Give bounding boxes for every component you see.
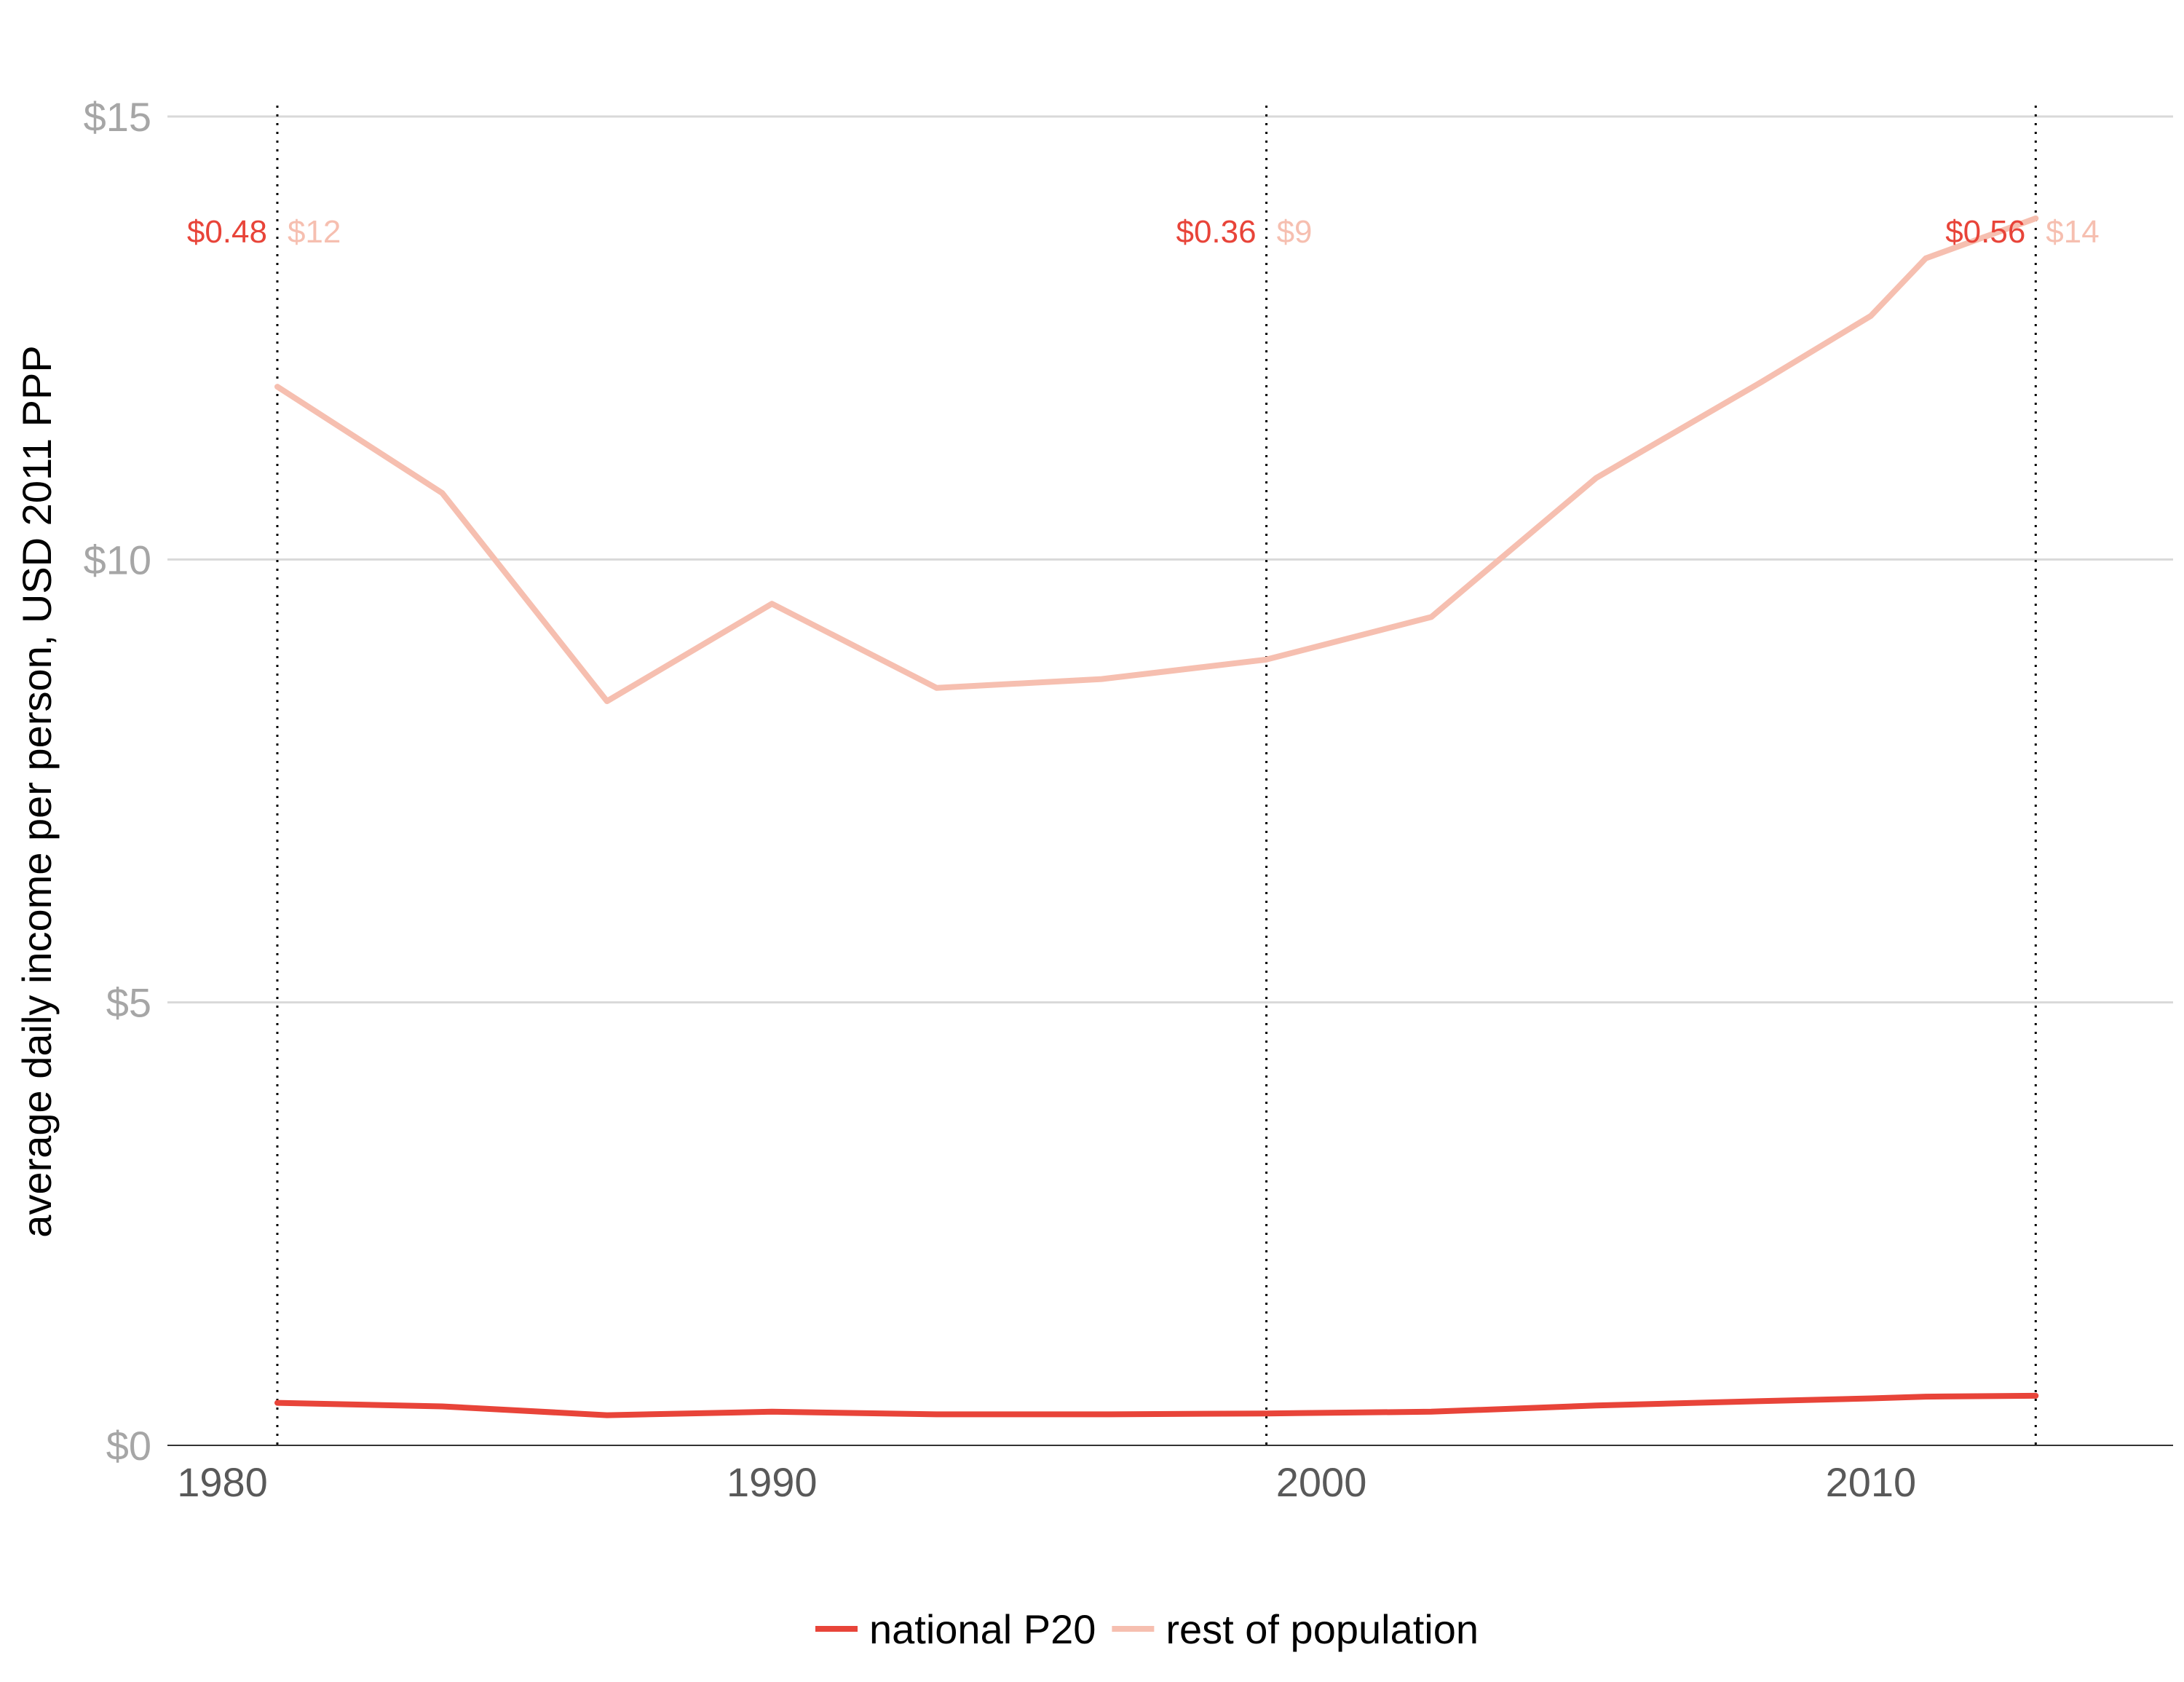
y-axis-ticks: $0 $5 $10 $15: [84, 94, 151, 1469]
reference-lines: [276, 106, 2037, 1445]
y-tick-label: $15: [84, 94, 151, 140]
annotation-rest-value: $9: [1277, 214, 1313, 250]
series-lines: [274, 215, 2039, 1418]
x-axis-ticks: 1980 1990 2000 2010: [177, 1459, 1916, 1505]
gridlines: [167, 115, 2173, 1004]
x-tick-label: 1990: [727, 1459, 818, 1505]
legend-label-rest-of-population: rest of population: [1166, 1606, 1479, 1652]
series-line-national-p20: [274, 1392, 2039, 1418]
series-line-rest-of-population: [274, 215, 2039, 704]
annotation-p20-value: $0.56: [1945, 214, 2025, 250]
legend-label-national-p20: national P20: [869, 1606, 1096, 1652]
reference-annotations: $0.48 $12 $0.36 $9 $0.56 $14: [187, 214, 2100, 250]
y-tick-label: $10: [84, 537, 151, 583]
annotation-p20-value: $0.48: [187, 214, 267, 250]
annotation-rest-value: $12: [288, 214, 341, 250]
y-tick-label: $5: [106, 980, 151, 1026]
x-tick-label: 2010: [1826, 1459, 1917, 1505]
y-axis-title: average daily income per person, USD 201…: [14, 345, 60, 1237]
x-tick-label: 1980: [177, 1459, 268, 1505]
x-tick-label: 2000: [1276, 1459, 1367, 1505]
legend: national P20 rest of population: [815, 1606, 1479, 1652]
annotation-rest-value: $14: [2046, 214, 2099, 250]
y-tick-label: $0: [106, 1423, 151, 1469]
annotation-p20-value: $0.36: [1176, 214, 1256, 250]
